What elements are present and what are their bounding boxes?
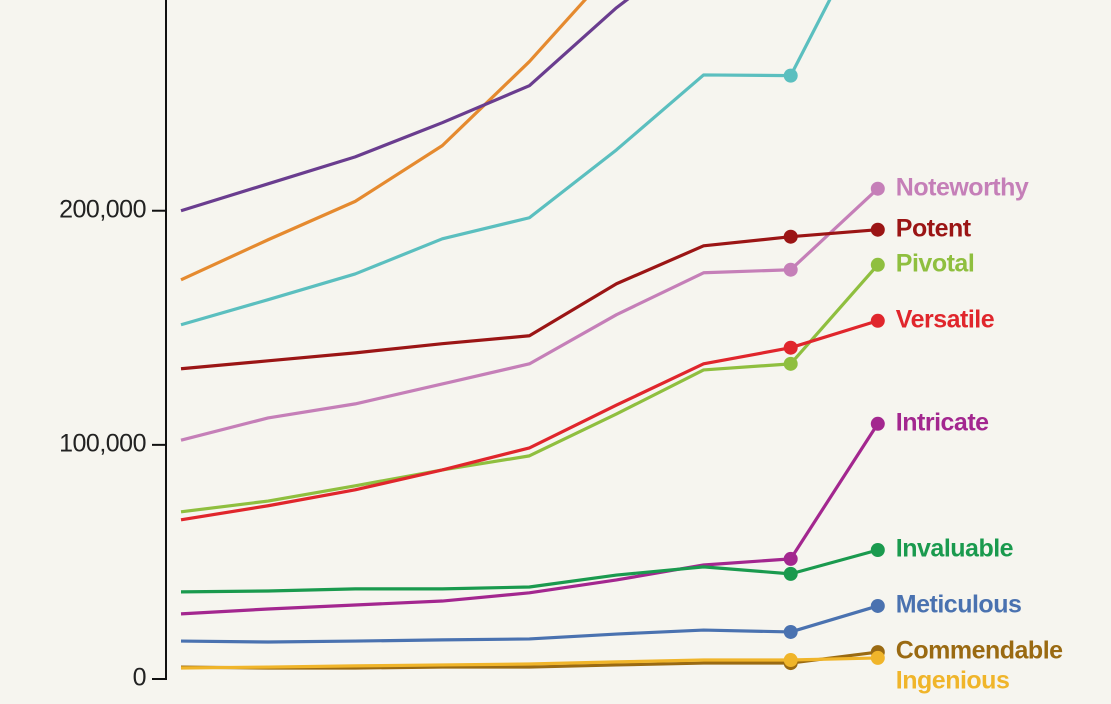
series-marker — [870, 181, 885, 196]
series-marker — [783, 68, 798, 83]
series-line — [180, 422, 880, 616]
series-line — [180, 656, 878, 670]
series-label: Potent — [896, 214, 972, 242]
series-line — [180, 187, 879, 442]
series-label: Invaluable — [896, 535, 1014, 563]
series-marker — [783, 229, 798, 244]
series-label: Noteworthy — [896, 173, 1029, 201]
series-label: Meticulous — [896, 591, 1022, 619]
series-marker — [783, 262, 798, 277]
series-line — [180, 228, 878, 371]
series-marker — [783, 566, 798, 581]
series-marker — [870, 257, 885, 272]
series-line — [180, 0, 832, 327]
series-line — [180, 0, 630, 213]
series-line — [180, 319, 879, 522]
series-marker — [783, 356, 798, 371]
series-marker — [783, 624, 798, 639]
series-marker — [870, 313, 885, 328]
series-marker — [783, 551, 798, 566]
y-tick-label: 100,000 — [59, 429, 146, 457]
series-label: Intricate — [896, 408, 989, 436]
series-label: Commendable — [896, 637, 1063, 665]
series-label: Ingenious — [896, 667, 1010, 695]
series-marker — [870, 650, 885, 665]
series-marker — [783, 340, 798, 355]
y-tick-label: 0 — [133, 664, 146, 692]
series-line — [180, 548, 879, 594]
series-label: Pivotal — [896, 249, 974, 277]
series-marker — [783, 653, 798, 668]
series-line — [180, 604, 879, 644]
series-label: Versatile — [896, 305, 995, 333]
series-marker — [870, 542, 885, 557]
series-line — [180, 263, 880, 514]
series-marker — [870, 416, 885, 431]
series-marker — [870, 598, 885, 613]
y-tick-label: 200,000 — [59, 195, 146, 223]
plot-area — [180, 0, 885, 671]
series-marker — [870, 222, 885, 237]
series-line — [180, 0, 588, 282]
